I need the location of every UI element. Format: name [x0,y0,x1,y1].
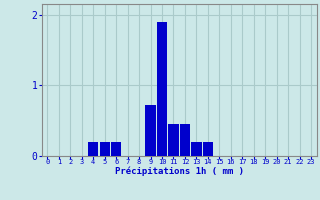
Bar [111,142,121,156]
Bar [203,142,213,156]
Bar [191,142,202,156]
Bar [88,142,98,156]
Bar [145,105,156,156]
X-axis label: Précipitations 1h ( mm ): Précipitations 1h ( mm ) [115,166,244,176]
Bar [180,124,190,156]
Bar [168,124,179,156]
Bar [157,22,167,156]
Bar [100,142,110,156]
